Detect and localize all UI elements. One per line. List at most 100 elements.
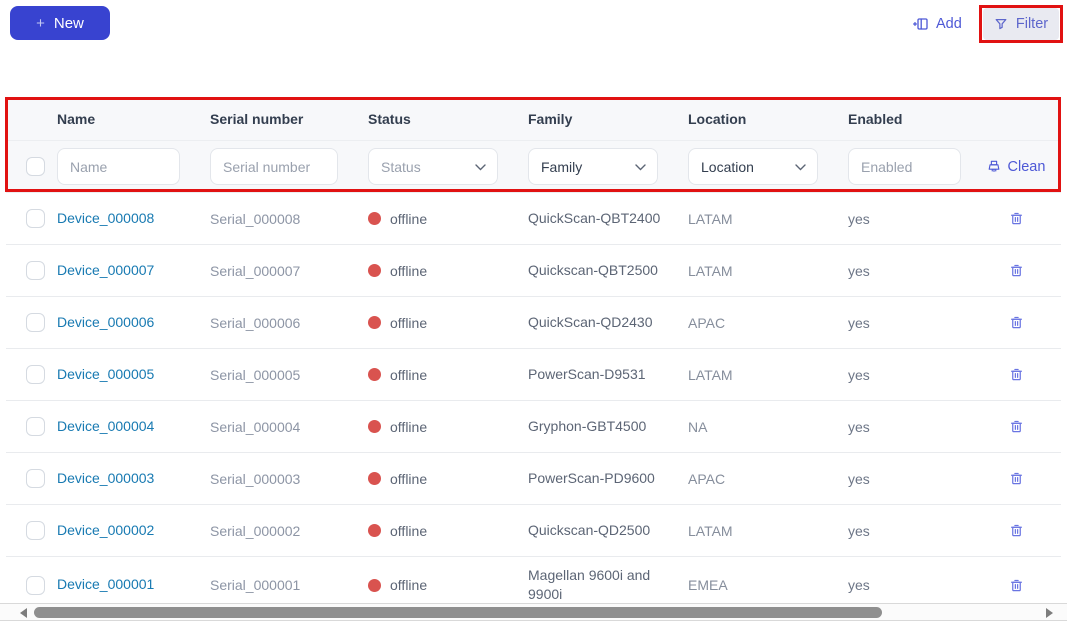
add-button[interactable]: Add <box>913 13 962 35</box>
enabled-label: yes <box>848 577 870 593</box>
devices-table: Name Serial number Status Family Locatio… <box>6 98 1061 614</box>
new-button[interactable]: + New <box>10 6 110 40</box>
family-label: PowerScan-D9531 <box>528 366 646 383</box>
trash-icon <box>1009 315 1024 330</box>
status-label: offline <box>390 210 428 227</box>
delete-row-button[interactable] <box>1007 365 1026 384</box>
enabled-label: yes <box>848 366 870 383</box>
location-label: APAC <box>688 470 726 487</box>
table-row: Device_000008 Serial_000008 offline Quic… <box>6 193 1061 245</box>
family-label: Gryphon-GBT4500 <box>528 418 647 435</box>
row-checkbox[interactable] <box>26 365 45 384</box>
column-header-name: Name <box>57 111 96 127</box>
trash-icon <box>1009 367 1024 382</box>
device-name-link[interactable]: Device_000007 <box>57 261 155 278</box>
status-label: offline <box>390 262 428 279</box>
filter-status-select[interactable]: Status <box>368 148 498 185</box>
status-label: offline <box>390 522 428 539</box>
clean-filters-button[interactable]: Clean <box>987 159 1045 175</box>
delete-row-button[interactable] <box>1007 576 1026 595</box>
device-name-link[interactable]: Device_000008 <box>57 209 155 226</box>
enabled-label: yes <box>848 470 870 487</box>
trash-icon <box>1009 419 1024 434</box>
chevron-down-icon <box>795 164 806 171</box>
serial-number: Serial_000005 <box>210 366 301 383</box>
location-label: APAC <box>688 314 726 331</box>
row-checkbox[interactable] <box>26 313 45 332</box>
status-label: offline <box>390 470 428 487</box>
location-label: LATAM <box>688 522 733 539</box>
scrollbar-thumb[interactable] <box>34 607 882 618</box>
filter-name-input[interactable] <box>57 148 180 185</box>
arrow-left-icon[interactable] <box>20 608 27 618</box>
plus-icon: + <box>36 14 45 32</box>
enabled-label: yes <box>848 210 870 227</box>
location-label: NA <box>688 418 708 435</box>
device-name-link[interactable]: Device_000006 <box>57 313 155 330</box>
row-checkbox[interactable] <box>26 417 45 436</box>
status-label: offline <box>390 577 428 593</box>
serial-number: Serial_000008 <box>210 210 301 227</box>
serial-number: Serial_000002 <box>210 522 301 539</box>
funnel-icon <box>994 17 1008 31</box>
delete-row-button[interactable] <box>1007 521 1026 540</box>
device-name-link[interactable]: Device_000004 <box>57 417 155 434</box>
status-label: offline <box>390 314 428 331</box>
status-label: offline <box>390 366 428 383</box>
status-offline-dot <box>368 420 381 433</box>
location-label: LATAM <box>688 262 733 279</box>
location-label: LATAM <box>688 366 733 383</box>
device-name-link[interactable]: Device_000001 <box>57 576 155 592</box>
table-row: Device_000003 Serial_000003 offline Powe… <box>6 453 1061 505</box>
delete-row-button[interactable] <box>1007 313 1026 332</box>
status-offline-dot <box>368 472 381 485</box>
insert-column-icon <box>913 16 929 32</box>
filter-serial-input[interactable] <box>210 148 338 185</box>
status-offline-dot <box>368 578 381 592</box>
trash-icon <box>1009 263 1024 278</box>
chevron-down-icon <box>475 164 486 171</box>
enabled-label: yes <box>848 522 870 539</box>
trash-icon <box>1009 211 1024 226</box>
delete-row-button[interactable] <box>1007 209 1026 228</box>
row-checkbox[interactable] <box>26 261 45 280</box>
row-checkbox[interactable] <box>26 469 45 488</box>
family-label: Quickscan-QD2500 <box>528 522 651 539</box>
row-checkbox[interactable] <box>26 521 45 540</box>
delete-row-button[interactable] <box>1007 417 1026 436</box>
filter-button[interactable]: Filter <box>983 8 1059 40</box>
add-button-label: Add <box>936 16 962 32</box>
filter-family-value: Family <box>541 158 583 175</box>
delete-row-button[interactable] <box>1007 469 1026 488</box>
column-header-enabled: Enabled <box>848 111 903 127</box>
family-label: QuickScan-QD2430 <box>528 314 653 331</box>
trash-icon <box>1009 523 1024 538</box>
serial-number: Serial_000007 <box>210 262 301 279</box>
column-header-status: Status <box>368 111 411 127</box>
delete-row-button[interactable] <box>1007 261 1026 280</box>
device-name-link[interactable]: Device_000002 <box>57 521 155 538</box>
trash-icon <box>1009 471 1024 486</box>
serial-number: Serial_000006 <box>210 314 301 331</box>
family-label: Magellan 9600i and 9900i <box>528 567 651 602</box>
trash-icon <box>1009 578 1024 593</box>
arrow-right-icon[interactable] <box>1046 608 1053 618</box>
select-all-checkbox[interactable] <box>26 157 45 176</box>
table-row: Device_000006 Serial_000006 offline Quic… <box>6 297 1061 349</box>
table-row: Device_000005 Serial_000005 offline Powe… <box>6 349 1061 401</box>
new-button-label: New <box>53 14 84 32</box>
filter-button-label: Filter <box>1015 16 1049 32</box>
serial-number: Serial_000001 <box>210 577 301 593</box>
filter-status-value: Status <box>381 158 421 175</box>
device-name-link[interactable]: Device_000005 <box>57 365 155 382</box>
column-header-family: Family <box>528 111 573 127</box>
row-checkbox[interactable] <box>26 209 45 228</box>
device-name-link[interactable]: Device_000003 <box>57 469 155 486</box>
location-label: EMEA <box>688 577 728 593</box>
filter-enabled-input[interactable] <box>848 148 961 185</box>
horizontal-scrollbar[interactable] <box>0 603 1067 621</box>
filter-location-select[interactable]: Location <box>688 148 818 185</box>
filter-family-select[interactable]: Family <box>528 148 658 185</box>
row-checkbox[interactable] <box>26 575 45 595</box>
status-offline-dot <box>368 212 381 225</box>
